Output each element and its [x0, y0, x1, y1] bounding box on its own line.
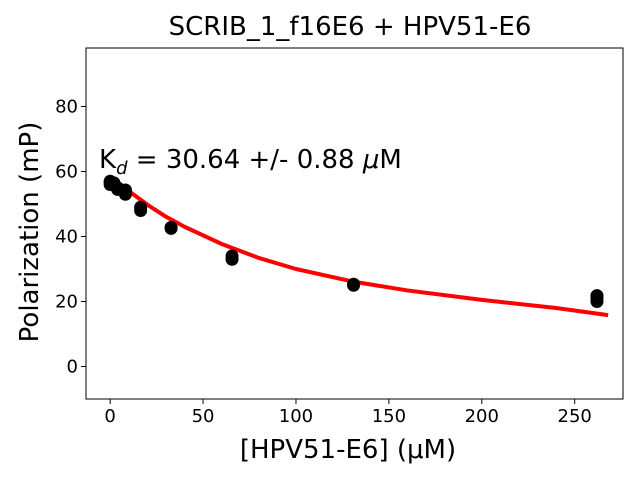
kd-prefix: K — [99, 145, 117, 175]
kd-unit-symbol: μ — [362, 145, 380, 175]
x-tick-label: 100 — [279, 406, 313, 427]
data-point — [590, 289, 604, 303]
y-tick-label: 20 — [55, 292, 78, 313]
x-axis-label: [HPV51-E6] (μM) — [240, 435, 456, 465]
y-tick-label: 0 — [67, 357, 78, 378]
y-axis-ticks: 0 20 40 60 80 — [55, 97, 86, 378]
x-tick-label: 250 — [558, 406, 592, 427]
x-axis-ticks: 0 50 100 150 200 250 — [104, 399, 592, 427]
data-points-layer — [103, 174, 604, 308]
plot-frame — [85, 47, 624, 400]
kd-value: = 30.64 +/- 0.88 — [128, 145, 363, 175]
kd-subscript: d — [116, 158, 128, 179]
fit-curve — [108, 174, 609, 318]
x-tick-label: 200 — [465, 406, 499, 427]
y-tick-label: 60 — [55, 162, 78, 183]
data-point — [134, 200, 148, 214]
kd-unit: M — [379, 145, 401, 175]
y-tick-label: 80 — [55, 97, 78, 118]
x-tick-label: 150 — [372, 406, 406, 427]
x-tick-label: 50 — [192, 406, 215, 427]
chart-title: SCRIB_1_f16E6 + HPV51-E6 — [169, 12, 532, 42]
data-point — [225, 249, 239, 263]
data-point — [164, 220, 178, 234]
x-tick-label: 0 — [104, 406, 115, 427]
y-axis-label: Polarization (mP) — [15, 122, 45, 343]
y-tick-label: 40 — [55, 227, 78, 248]
fit-curve-layer — [108, 174, 609, 318]
kd-annotation: Kd = 30.64 +/- 0.88 μM — [99, 145, 402, 179]
data-point — [347, 277, 361, 291]
data-point — [118, 183, 132, 197]
